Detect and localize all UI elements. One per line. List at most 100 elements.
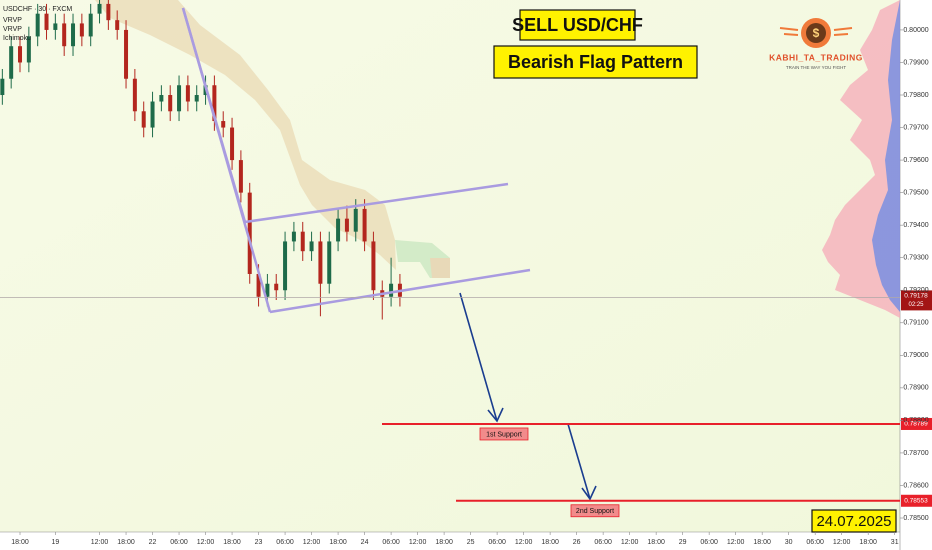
pattern-box [493, 45, 698, 79]
support-price: 0.78789 [904, 421, 928, 428]
y-tick-label: 0.79800 [903, 92, 928, 99]
logo-symbol: $ [813, 26, 820, 40]
x-tick-label: 25 [467, 539, 475, 546]
candle-body [124, 29, 129, 79]
support-price: 0.78553 [904, 497, 928, 504]
y-tick-label: 0.79900 [903, 59, 928, 66]
candle-body [150, 101, 155, 128]
y-tick-label: 0.79400 [903, 222, 928, 229]
x-tick-label: 12:00 [621, 539, 639, 546]
x-tick-label: 26 [573, 539, 581, 546]
candle-body [141, 111, 146, 128]
x-tick-label: 12:00 [409, 539, 427, 546]
overlay: 0.79178 02:25 1st Support 0.78789 2nd Suppor… [0, 290, 932, 518]
candle-body [230, 127, 235, 161]
candle-body [35, 13, 40, 37]
symbol: USDCHF · 30 · FXCM [3, 6, 72, 13]
candle-body [168, 95, 173, 112]
candle-body [336, 218, 341, 242]
candle-body [194, 95, 199, 102]
x-tick-label: 18:00 [329, 539, 347, 546]
indicator: VRVP [3, 26, 22, 33]
x-tick-label: 06:00 [594, 539, 612, 546]
y-tick-label: 0.79500 [903, 189, 928, 196]
countdown: 02:25 [908, 302, 924, 308]
ichimoku-cloud [95, 0, 396, 270]
candle-body [0, 78, 5, 96]
last-price-box [901, 290, 932, 311]
candle-body [106, 3, 111, 21]
indicator: Ichimoku [3, 35, 31, 42]
x-tick-label: 23 [255, 539, 263, 546]
x-tick-label: 29 [679, 539, 687, 546]
candle-body [212, 85, 217, 122]
candle-body [159, 95, 164, 102]
x-tick-label: 18:00 [435, 539, 453, 546]
x-tick-label: 31 [891, 539, 899, 546]
brand-name: KABHI_TA_TRADING [769, 52, 863, 62]
x-tick-label: 12:00 [91, 539, 109, 546]
x-tick-label: 06:00 [276, 539, 294, 546]
flagpole-line [181, 7, 272, 313]
candle-body [283, 241, 288, 291]
time-axis-background [0, 532, 900, 550]
y-tick-label: 0.79700 [903, 124, 928, 131]
date: 24.07.2025 [816, 513, 891, 530]
x-tick-label: 12:00 [833, 539, 851, 546]
candle-body [344, 218, 349, 232]
support-name: 1st Support [486, 431, 522, 438]
candle-body [79, 23, 84, 37]
x-tick-label: 06:00 [806, 539, 824, 546]
candle-body [44, 13, 49, 30]
candle-body [132, 78, 137, 112]
support-name: 2nd Support [576, 508, 614, 515]
x-tick-label: 30 [785, 539, 793, 546]
candles [0, 0, 402, 320]
candle-body [256, 273, 261, 297]
x-tick-label: 06:00 [170, 539, 188, 546]
candle-body [97, 3, 102, 14]
headline: SELL USD/CHF [512, 15, 643, 35]
x-tick-label: 12:00 [515, 539, 533, 546]
candle-body [265, 283, 270, 297]
candle-body [247, 192, 252, 274]
x-tick-label: 19 [51, 539, 59, 546]
x-tick-label: 18:00 [223, 539, 241, 546]
y-tick-label: 0.78800 [903, 417, 928, 424]
candle-body [221, 121, 226, 128]
candle-body [300, 231, 305, 252]
x-tick-label: 18:00 [753, 539, 771, 546]
candle-body [53, 23, 58, 30]
x-tick-label: 12:00 [197, 539, 215, 546]
candle-body [115, 20, 120, 30]
logo: $ KABHI_TA_TRADING TRAIN THE WAY YOU FIG… [769, 18, 863, 70]
x-tick-label: 06:00 [700, 539, 718, 546]
ichimoku-cloud-future [430, 258, 450, 278]
candle-body [389, 283, 394, 297]
y-tick-label: 0.78900 [903, 385, 928, 392]
brand-slogan: TRAIN THE WAY YOU FIGHT [786, 65, 847, 70]
support-price-box [901, 417, 932, 430]
date-box [811, 509, 897, 533]
logo-coin [806, 23, 826, 43]
volume-profile-blue [872, 0, 900, 312]
y-tick-label: 0.80000 [903, 27, 928, 34]
arrows [459, 292, 597, 501]
candle-body [353, 208, 358, 232]
candle-body [318, 241, 323, 284]
support-name-box [479, 427, 529, 441]
x-tick-label: 12:00 [303, 539, 321, 546]
y-tick-label: 0.78700 [903, 450, 928, 457]
x-tick-label: 22 [149, 539, 157, 546]
support-name-box [570, 504, 620, 518]
support-price-box [901, 494, 932, 507]
y-tick-label: 0.79100 [903, 320, 928, 327]
y-tick-label: 0.79300 [903, 255, 928, 262]
candle-body [26, 36, 31, 63]
candle-body [362, 208, 367, 242]
candle-body [18, 46, 23, 63]
x-tick-label: 06:00 [382, 539, 400, 546]
arrow-head [487, 407, 504, 423]
